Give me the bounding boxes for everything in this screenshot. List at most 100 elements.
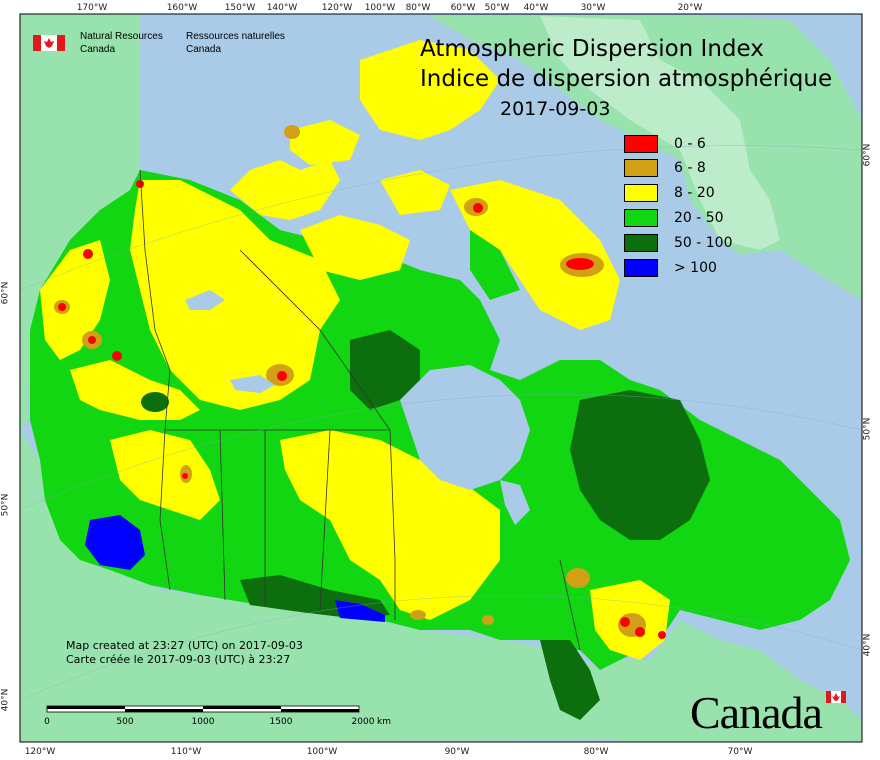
- hotspot-red: [658, 631, 666, 639]
- top-lon-label: 60°W: [450, 3, 476, 13]
- left-lat-label: 50°N: [0, 493, 11, 517]
- zone-darkgreen-hudson-west: [350, 330, 420, 410]
- legend-item: 6 - 8: [624, 158, 706, 178]
- bottom-lon-label: 100°W: [306, 747, 338, 757]
- legend-label: 8 - 20: [674, 185, 715, 201]
- island-somerset: [380, 170, 450, 215]
- map-border: [19, 13, 863, 743]
- top-lon-label: 140°W: [266, 3, 298, 13]
- legend-item: 8 - 20: [624, 183, 715, 203]
- hotspot-red: [136, 180, 144, 188]
- nrcan-flag: [33, 35, 65, 51]
- legend-swatch: [624, 184, 658, 202]
- created-english: Map created at 23:27 (UTC) on 2017-09-03: [66, 639, 303, 652]
- island-baffin: [450, 180, 620, 330]
- legend-label: 20 - 50: [674, 210, 724, 226]
- agency-fr-line1: Ressources naturelles: [186, 31, 285, 42]
- top-lon-label: 100°W: [364, 3, 396, 13]
- top-lon-label: 170°W: [76, 3, 108, 13]
- top-lon-label: 40°W: [523, 3, 549, 13]
- legend-item: 50 - 100: [624, 233, 733, 253]
- canada-wordmark: Canada: [690, 687, 823, 738]
- hotspot-red: [473, 203, 483, 213]
- legend-swatch: [624, 234, 658, 252]
- hotspot-red: [182, 473, 188, 479]
- legend-item: > 100: [624, 258, 717, 278]
- left-lat-label: 60°N: [0, 281, 11, 305]
- legend-swatch: [624, 159, 658, 177]
- legend-swatch: [624, 259, 658, 277]
- bottom-lon-label: 70°W: [727, 747, 753, 757]
- right-lat-label: 40°N: [862, 633, 873, 657]
- created-french: Carte créée le 2017-09-03 (UTC) à 23:27: [66, 653, 291, 666]
- hotspot-orange: [566, 568, 590, 588]
- top-lon-label: 120°W: [321, 3, 353, 13]
- usa-land: [20, 430, 640, 742]
- agency-fr-line2: Canada: [186, 44, 222, 55]
- bottom-lon-label: 80°W: [583, 747, 609, 757]
- top-lon-label: 150°W: [224, 3, 256, 13]
- legend-swatch: [624, 135, 658, 153]
- left-lat-label: 40°N: [0, 688, 11, 712]
- zone-yellow-nwt: [130, 180, 340, 410]
- hudson-bay: [400, 365, 530, 490]
- scale-label: 0: [44, 717, 50, 727]
- agency-en-line2: Canada: [80, 44, 116, 55]
- wordmark-flag: [826, 691, 846, 703]
- greenland-ice: [540, 16, 780, 250]
- island-ellesmere: [360, 40, 500, 140]
- top-lon-label: 20°W: [677, 3, 703, 13]
- legend-label: 6 - 8: [674, 160, 706, 176]
- scale-bar: [46, 705, 360, 713]
- great-bear-lake: [185, 290, 225, 310]
- hotspot-red: [566, 258, 594, 270]
- scale-label: 1000: [191, 717, 215, 727]
- hotspot-red: [83, 249, 93, 259]
- hotspot-red: [277, 371, 287, 381]
- scale-label: 1500: [269, 717, 293, 727]
- alaska-land: [20, 14, 140, 430]
- scale-label: 500: [116, 717, 134, 727]
- agency-en: Natural Resources Canada: [80, 30, 163, 56]
- legend-item: 20 - 50: [624, 208, 724, 228]
- bottom-lon-label: 90°W: [444, 747, 470, 757]
- top-lon-label: 160°W: [166, 3, 198, 13]
- usa-east-land: [600, 620, 862, 742]
- hotspot-red: [112, 351, 122, 361]
- zone-darkgreen-spot: [141, 392, 169, 412]
- hotspot-red: [58, 303, 66, 311]
- legend-label: 0 - 6: [674, 136, 706, 152]
- zone-yellow-ab: [110, 430, 220, 520]
- hotspot-red: [620, 617, 630, 627]
- provincial-borders: [139, 169, 581, 651]
- title-english: Atmospheric Dispersion Index: [420, 36, 764, 62]
- great-slave-lake: [230, 375, 275, 393]
- island-melville: [290, 120, 360, 165]
- agency-fr: Ressources naturelles Canada: [186, 30, 285, 56]
- zone-yellow-yukon: [40, 240, 110, 360]
- right-lat-label: 60°N: [862, 143, 873, 167]
- hotspot-red: [88, 336, 96, 344]
- map-date: 2017-09-03: [500, 98, 611, 120]
- legend-label: > 100: [674, 260, 717, 276]
- legend-swatch: [624, 209, 658, 227]
- island-banks: [230, 160, 340, 220]
- bottom-lon-label: 120°W: [24, 747, 56, 757]
- legend-label: 50 - 100: [674, 235, 733, 251]
- map-created-note: Map created at 23:27 (UTC) on 2017-09-03…: [66, 639, 303, 667]
- hotspot-orange: [284, 125, 300, 139]
- title-french: Indice de dispersion atmosphérique: [420, 66, 833, 92]
- zone-darkgreen-ontario-south: [540, 640, 600, 720]
- zone-blue-bc: [85, 515, 145, 570]
- james-bay: [500, 480, 530, 525]
- greenland-land: [430, 16, 862, 300]
- legend-item: 0 - 6: [624, 134, 706, 154]
- zone-darkgreen-labrador: [570, 390, 710, 540]
- scale-label: 2000: [351, 717, 375, 727]
- hotspot-red: [635, 627, 645, 637]
- hotspot-orange: [482, 615, 494, 625]
- agency-en-line1: Natural Resources: [80, 31, 163, 42]
- top-lon-label: 80°W: [405, 3, 431, 13]
